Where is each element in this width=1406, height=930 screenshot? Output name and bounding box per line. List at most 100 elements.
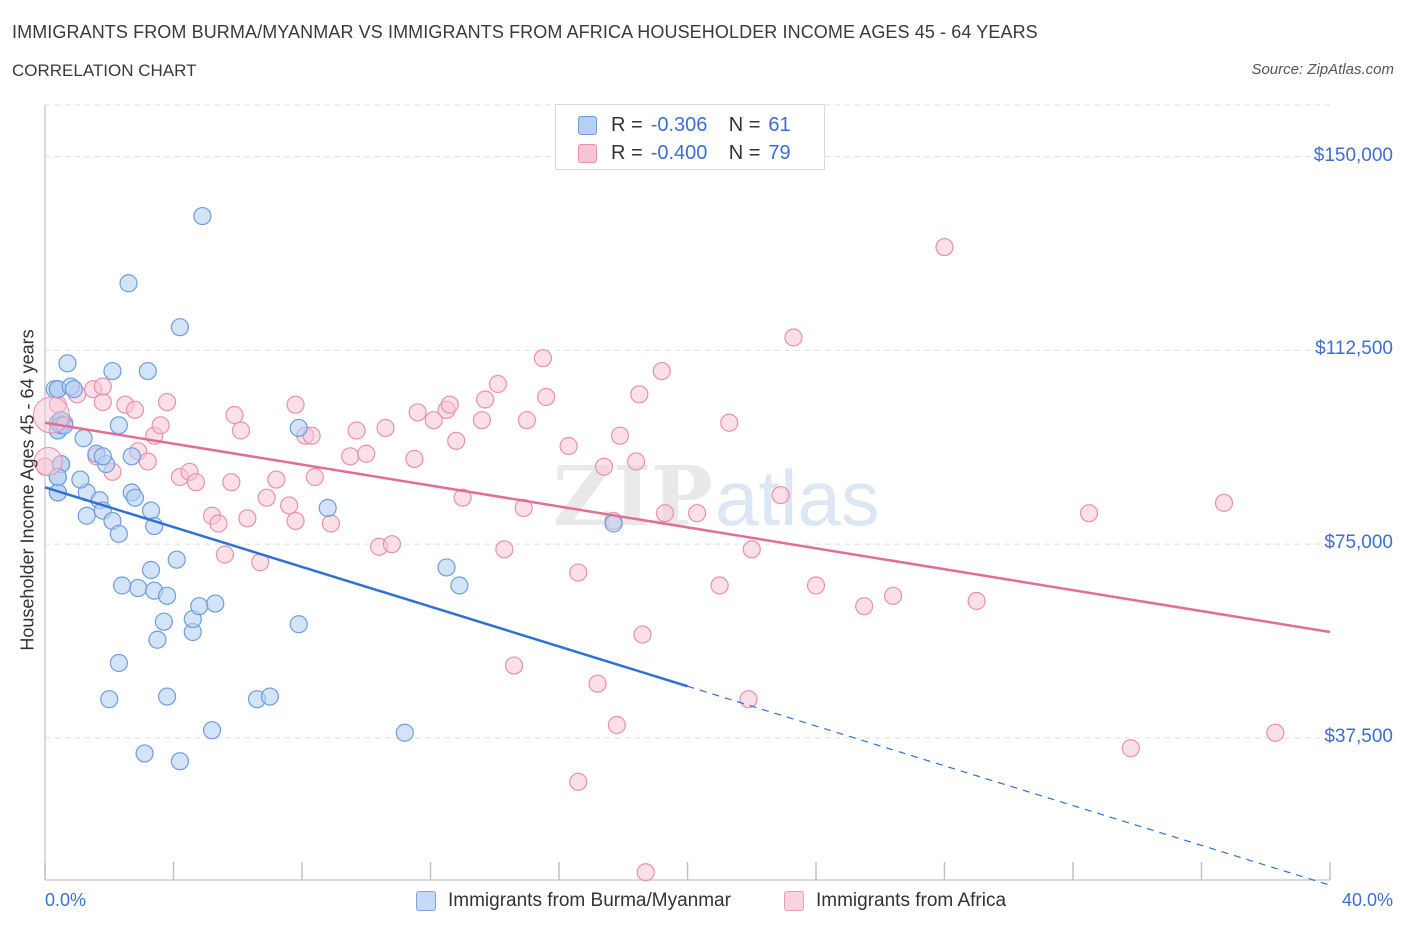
africa-point (588, 674, 607, 693)
burma-point (141, 560, 161, 580)
africa-point (286, 511, 305, 531)
africa-point (32, 396, 70, 434)
africa-point (186, 473, 206, 492)
africa-point (222, 473, 241, 492)
africa-point (720, 413, 739, 432)
burma-point (190, 597, 209, 616)
data-points (32, 206, 1285, 882)
r-label: R = (611, 141, 643, 164)
burma-point (138, 361, 157, 381)
africa-point (476, 390, 495, 409)
burma-legend-swatch (416, 891, 436, 911)
africa-point (225, 405, 244, 425)
burma-point (157, 687, 177, 706)
burma-point (112, 576, 132, 595)
legend-item-africa[interactable]: Immigrants from Africa (784, 890, 1006, 912)
r-value: -0.306 (650, 113, 708, 136)
burma-point (157, 586, 177, 605)
burma-swatch (578, 115, 597, 135)
africa-point (569, 772, 588, 791)
africa-point (630, 385, 649, 404)
africa-point (967, 591, 986, 611)
africa-point (1214, 493, 1234, 512)
trend-lines (44, 421, 1331, 886)
africa-point (33, 447, 63, 476)
burma-point (129, 578, 148, 598)
africa-trendline (44, 421, 1331, 634)
africa-point (280, 496, 299, 515)
africa-point (138, 452, 157, 471)
legend-label-africa: Immigrants from Africa (816, 890, 1007, 911)
n-value: 79 (768, 141, 791, 164)
burma-point (193, 206, 212, 226)
africa-point (533, 349, 553, 368)
burma-trendline (44, 486, 688, 688)
africa-point (382, 535, 402, 554)
burma-point (109, 524, 128, 543)
africa-point (341, 447, 360, 466)
legend-row-africa: R = -0.400 N = 79 (578, 139, 791, 167)
africa-point (257, 488, 276, 507)
burma-point (395, 723, 414, 742)
burma-point (154, 612, 173, 631)
burma-point (74, 429, 93, 448)
y-tick-label: $112,500 (1315, 338, 1393, 360)
africa-point (488, 374, 508, 394)
africa-point (93, 392, 112, 412)
africa-point (495, 540, 514, 559)
legend-row-burma: R = -0.306 N = 61 (578, 111, 791, 139)
africa-point (321, 514, 341, 533)
africa-point (594, 457, 614, 476)
burma-point (135, 744, 154, 763)
africa-point (1121, 739, 1140, 758)
source-label: Source: ZipAtlas.com (1251, 61, 1394, 78)
africa-point (688, 504, 707, 523)
africa-point (742, 540, 761, 559)
burma-point (318, 498, 337, 518)
africa-point (231, 421, 251, 440)
burma-point (170, 752, 190, 771)
africa-point (569, 563, 588, 582)
africa-point (440, 395, 459, 414)
burma-point (109, 416, 128, 435)
africa-point (636, 863, 655, 882)
africa-point (125, 400, 145, 419)
africa-point (472, 411, 491, 430)
africa-legend-swatch (784, 891, 804, 911)
burma-point (170, 318, 190, 337)
n-value: 61 (768, 113, 791, 136)
burma-point (122, 447, 141, 466)
x-tick-max: 40.0% (1341, 890, 1393, 910)
africa-point (157, 392, 177, 412)
africa-point (151, 416, 170, 435)
africa-point (305, 467, 324, 487)
africa-point (209, 514, 228, 533)
africa-swatch (578, 143, 597, 163)
burma-point (202, 721, 222, 740)
africa-point (1079, 504, 1099, 523)
r-value: -0.400 (650, 141, 708, 164)
burma-point (148, 630, 167, 649)
burma-point (289, 615, 308, 634)
africa-point (504, 656, 524, 675)
africa-point (626, 452, 646, 471)
series-legend: Immigrants from Burma/Myanmar Immigrants… (0, 888, 1406, 916)
y-tick-label: $75,000 (1324, 532, 1393, 554)
burma-point (125, 488, 145, 507)
x-tick-min: 0.0% (45, 890, 87, 910)
burma-point (58, 354, 77, 373)
watermark-atlas: atlas (715, 454, 880, 542)
africa-point (655, 504, 675, 523)
africa-point (935, 237, 954, 257)
africa-point (376, 418, 395, 438)
n-label: N = (728, 141, 761, 164)
y-tick-label: $150,000 (1313, 144, 1393, 166)
africa-point (806, 576, 826, 595)
africa-point (405, 449, 424, 469)
africa-point (771, 485, 790, 505)
stats-legend: R = -0.306 N = 61 R = -0.400 N = 79 (555, 104, 825, 170)
legend-item-burma[interactable]: Immigrants from Burma/Myanmar (416, 890, 731, 912)
burma-point (77, 506, 96, 525)
africa-point (286, 395, 305, 414)
